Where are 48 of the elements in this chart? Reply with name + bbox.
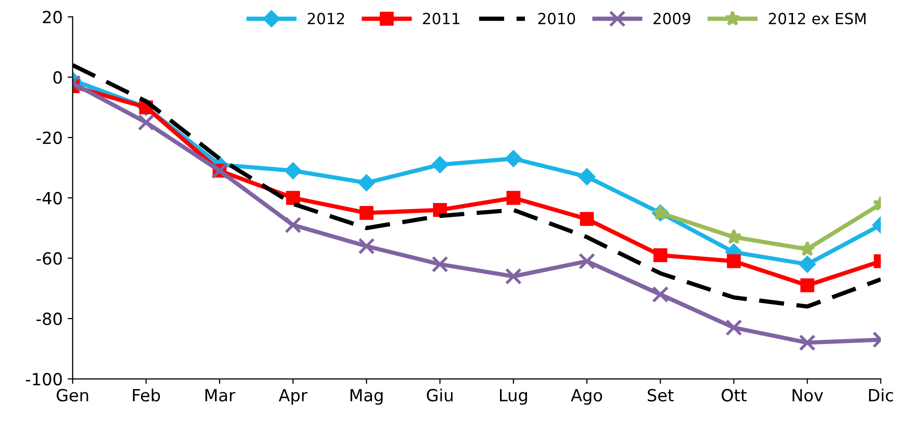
point — [578, 168, 596, 186]
y-tick-label: -60 — [36, 252, 62, 265]
point — [284, 162, 302, 180]
x-tick-label: Nov — [792, 389, 824, 402]
point — [653, 248, 668, 262]
x-tick-label: Feb — [132, 388, 160, 402]
point — [358, 174, 376, 192]
point — [506, 190, 520, 205]
point — [431, 156, 449, 174]
legend-label: 2011 — [423, 12, 460, 24]
legend-label: 2010 — [538, 12, 576, 24]
point — [360, 206, 374, 220]
point — [798, 334, 816, 352]
x-tick-label: Apr — [278, 389, 308, 405]
point — [580, 212, 594, 226]
point — [286, 190, 300, 205]
legend-label: 2012 ex ESM — [768, 12, 866, 24]
point — [725, 319, 742, 336]
point — [578, 252, 596, 270]
point — [799, 240, 816, 256]
y-tick-label: -40 — [36, 192, 62, 204]
y-tick-label: 20 — [42, 10, 62, 24]
point — [504, 150, 522, 168]
x-tick-label: Dic — [869, 388, 894, 402]
x-tick-label: Set — [648, 388, 674, 402]
y-tick-label: 0 — [53, 71, 62, 84]
point — [358, 238, 375, 254]
y-tick-label: -100 — [26, 372, 62, 386]
y-tick-label: -20 — [36, 131, 62, 144]
point — [138, 114, 154, 131]
x-tick-label: Lug — [500, 389, 527, 405]
x-tick-label: Mag — [350, 389, 383, 405]
legend-label: 2012 — [308, 12, 344, 24]
point — [726, 228, 742, 244]
point — [800, 278, 814, 292]
point — [798, 256, 816, 273]
point — [432, 256, 448, 273]
legend-label: 2009 — [654, 12, 690, 24]
x-tick-label: Gen — [56, 388, 88, 402]
point — [726, 254, 741, 268]
point — [505, 268, 522, 285]
point — [652, 286, 669, 303]
x-tick-label: Giu — [426, 388, 453, 402]
point — [284, 216, 302, 234]
x-tick-label: Ott — [722, 388, 747, 402]
x-tick-label: Ago — [570, 389, 602, 405]
x-tick-label: Mar — [205, 389, 236, 402]
y-tick-label: -80 — [36, 312, 62, 326]
